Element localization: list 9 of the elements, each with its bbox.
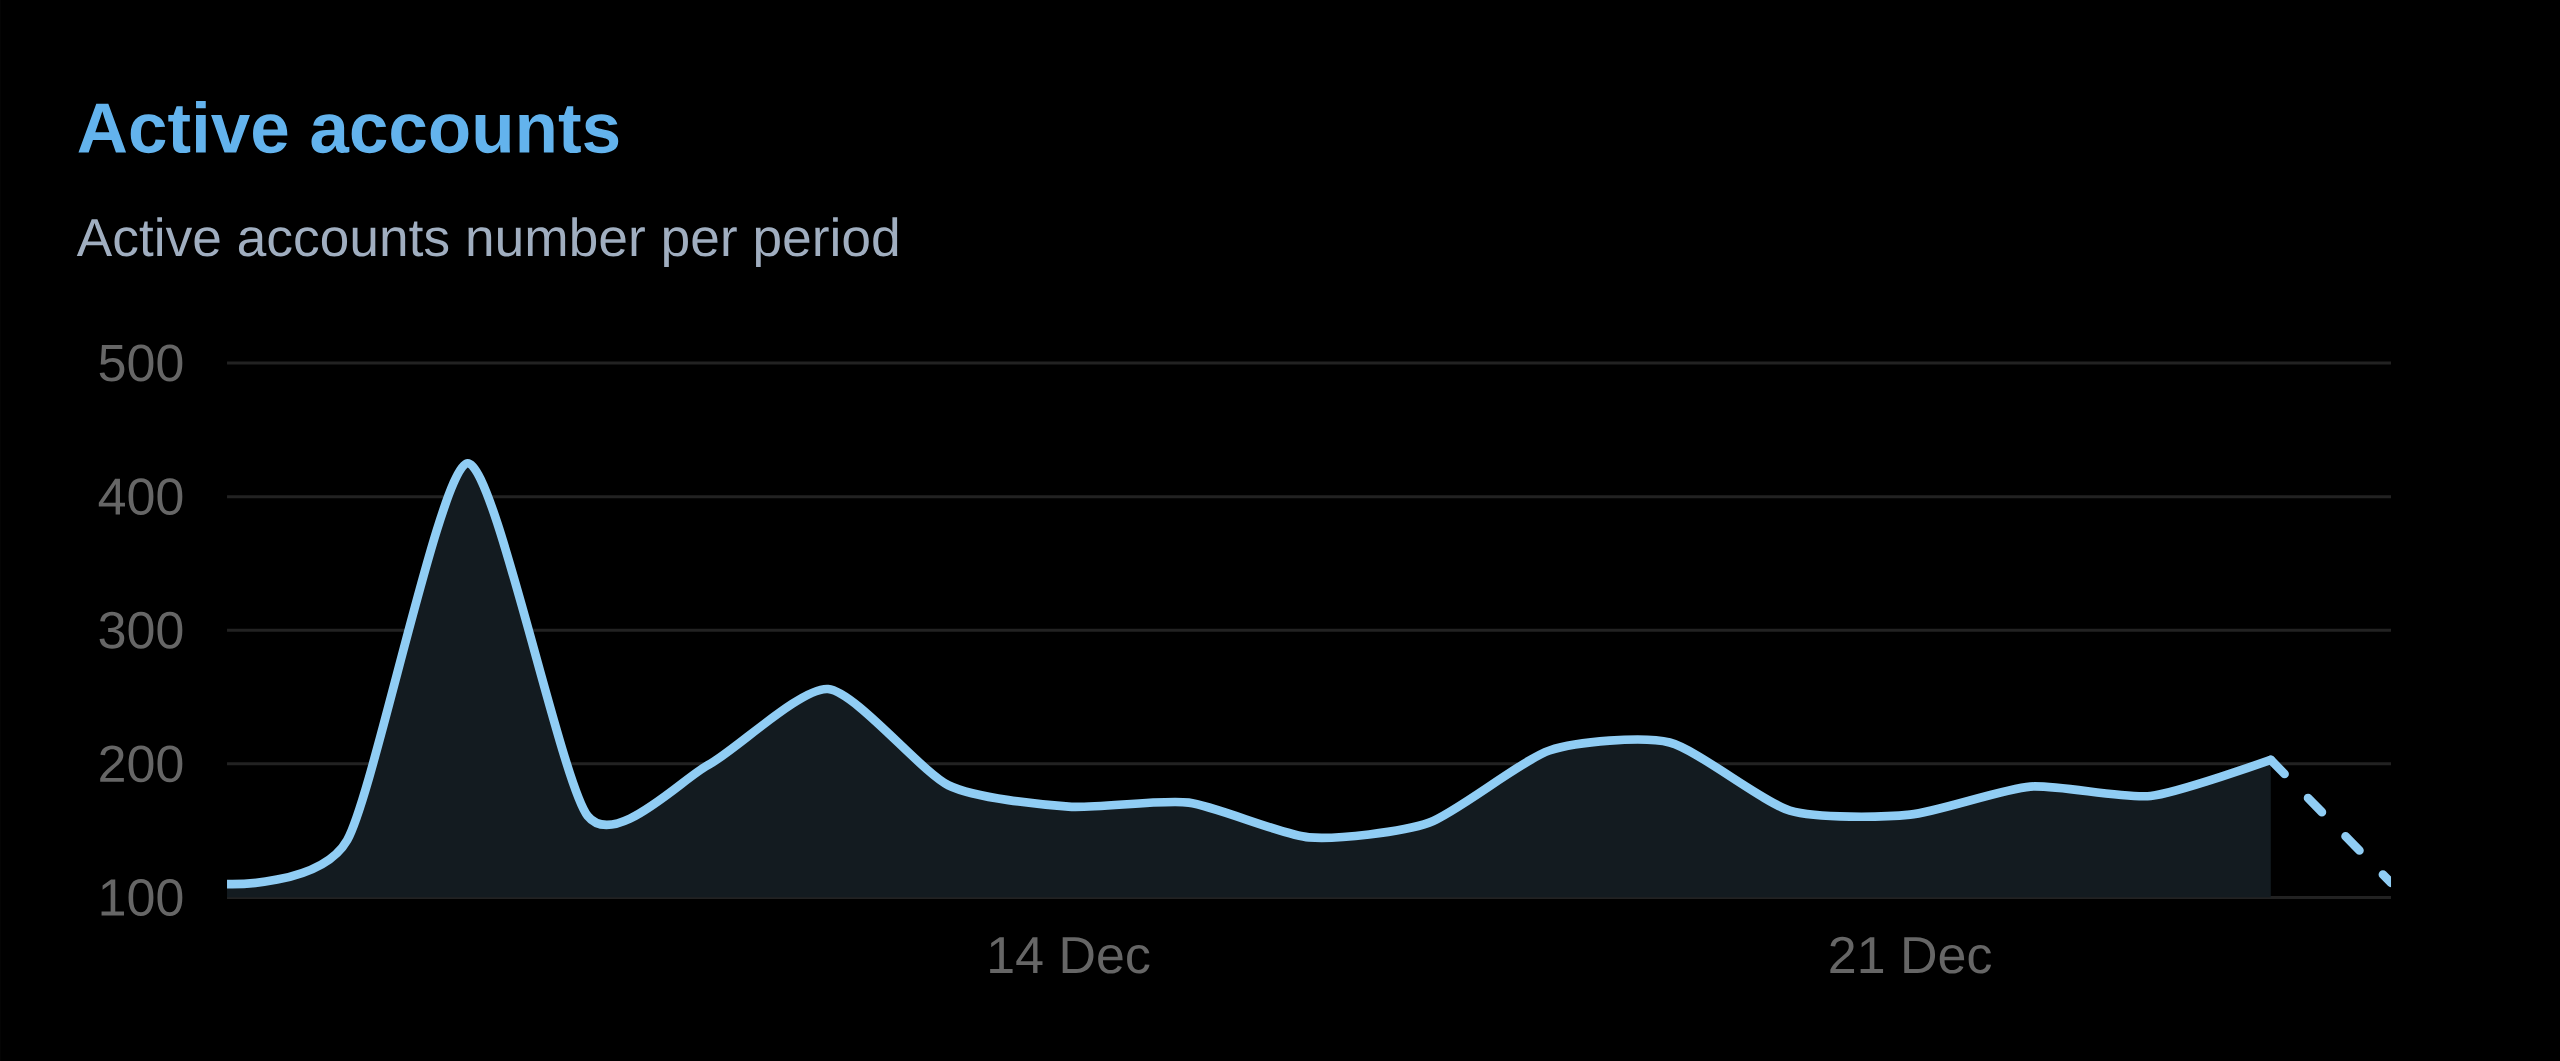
y-tick-label: 300: [99, 611, 183, 649]
chart-title: Active accounts: [78, 101, 619, 154]
x-tick-label: 14 Dec: [990, 937, 1150, 974]
chart-subtitle: Active accounts number per period: [76, 217, 898, 268]
x-tick-label: 21 Dec: [1830, 936, 1992, 974]
y-tick-label: 400: [98, 478, 183, 516]
y-tick-label: 200: [100, 745, 183, 783]
y-tick-label: 500: [99, 344, 183, 382]
y-tick-label: 100: [101, 879, 183, 916]
